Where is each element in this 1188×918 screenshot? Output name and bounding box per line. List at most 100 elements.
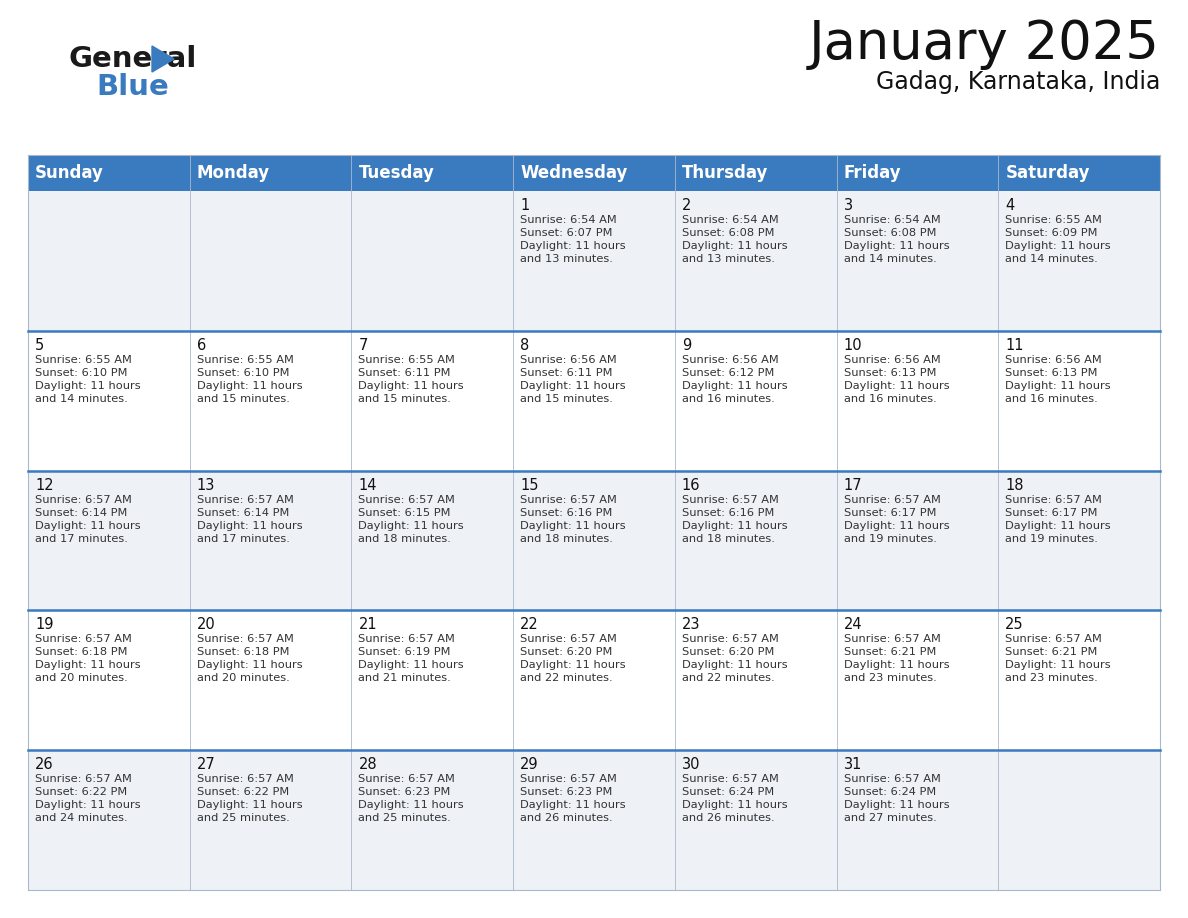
Text: Sunrise: 6:55 AM: Sunrise: 6:55 AM <box>1005 215 1102 225</box>
Text: Daylight: 11 hours: Daylight: 11 hours <box>197 381 302 391</box>
Text: Sunset: 6:23 PM: Sunset: 6:23 PM <box>359 788 450 797</box>
Text: Sunrise: 6:57 AM: Sunrise: 6:57 AM <box>197 495 293 505</box>
Bar <box>836 610 998 750</box>
Text: and 19 minutes.: and 19 minutes. <box>1005 533 1098 543</box>
Text: Sunrise: 6:57 AM: Sunrise: 6:57 AM <box>359 774 455 784</box>
Text: 27: 27 <box>197 757 215 772</box>
Text: Daylight: 11 hours: Daylight: 11 hours <box>34 381 140 391</box>
Bar <box>29 155 190 191</box>
Bar <box>29 610 190 750</box>
Bar <box>513 191 675 330</box>
Bar <box>836 191 998 330</box>
Text: and 25 minutes.: and 25 minutes. <box>359 813 451 823</box>
Text: and 14 minutes.: and 14 minutes. <box>34 394 128 404</box>
Text: Daylight: 11 hours: Daylight: 11 hours <box>1005 381 1111 391</box>
Text: Sunrise: 6:57 AM: Sunrise: 6:57 AM <box>843 634 941 644</box>
Bar <box>836 330 998 471</box>
Text: and 24 minutes.: and 24 minutes. <box>34 813 127 823</box>
Bar <box>190 471 352 610</box>
Text: and 14 minutes.: and 14 minutes. <box>1005 254 1098 264</box>
Text: 9: 9 <box>682 338 691 353</box>
Text: 4: 4 <box>1005 198 1015 213</box>
Text: Sunrise: 6:55 AM: Sunrise: 6:55 AM <box>359 354 455 364</box>
Text: Sunset: 6:10 PM: Sunset: 6:10 PM <box>197 368 289 378</box>
Text: and 22 minutes.: and 22 minutes. <box>520 674 613 683</box>
Bar <box>29 191 190 330</box>
Text: and 21 minutes.: and 21 minutes. <box>359 674 451 683</box>
Text: Gadag, Karnataka, India: Gadag, Karnataka, India <box>876 70 1159 94</box>
Text: Sunset: 6:16 PM: Sunset: 6:16 PM <box>682 508 775 518</box>
Text: and 18 minutes.: and 18 minutes. <box>520 533 613 543</box>
Text: Sunrise: 6:57 AM: Sunrise: 6:57 AM <box>520 495 617 505</box>
Text: Daylight: 11 hours: Daylight: 11 hours <box>843 241 949 251</box>
Text: Sunrise: 6:56 AM: Sunrise: 6:56 AM <box>520 354 617 364</box>
Text: Daylight: 11 hours: Daylight: 11 hours <box>359 800 465 811</box>
Text: Daylight: 11 hours: Daylight: 11 hours <box>682 521 788 531</box>
Bar <box>836 750 998 890</box>
Text: and 27 minutes.: and 27 minutes. <box>843 813 936 823</box>
Bar <box>190 610 352 750</box>
Text: Sunset: 6:20 PM: Sunset: 6:20 PM <box>520 647 613 657</box>
Text: Daylight: 11 hours: Daylight: 11 hours <box>520 660 626 670</box>
Text: 16: 16 <box>682 477 701 493</box>
Text: Daylight: 11 hours: Daylight: 11 hours <box>34 660 140 670</box>
Text: Daylight: 11 hours: Daylight: 11 hours <box>682 800 788 811</box>
Text: Daylight: 11 hours: Daylight: 11 hours <box>520 521 626 531</box>
Text: Daylight: 11 hours: Daylight: 11 hours <box>197 660 302 670</box>
Text: Sunrise: 6:57 AM: Sunrise: 6:57 AM <box>682 495 778 505</box>
Text: Sunrise: 6:57 AM: Sunrise: 6:57 AM <box>843 495 941 505</box>
Bar <box>352 191 513 330</box>
Bar <box>998 750 1159 890</box>
Bar <box>352 155 513 191</box>
Text: Sunday: Sunday <box>34 164 103 182</box>
Text: 10: 10 <box>843 338 862 353</box>
Text: Sunrise: 6:57 AM: Sunrise: 6:57 AM <box>34 774 132 784</box>
Bar <box>998 191 1159 330</box>
Text: Daylight: 11 hours: Daylight: 11 hours <box>843 381 949 391</box>
Bar <box>998 330 1159 471</box>
Text: and 18 minutes.: and 18 minutes. <box>682 533 775 543</box>
Text: and 20 minutes.: and 20 minutes. <box>197 674 290 683</box>
Text: 2: 2 <box>682 198 691 213</box>
Text: 6: 6 <box>197 338 206 353</box>
Text: 23: 23 <box>682 618 701 633</box>
Bar <box>29 471 190 610</box>
Text: 31: 31 <box>843 757 862 772</box>
Text: January 2025: January 2025 <box>809 18 1159 70</box>
Text: Daylight: 11 hours: Daylight: 11 hours <box>843 800 949 811</box>
Text: Sunrise: 6:57 AM: Sunrise: 6:57 AM <box>359 634 455 644</box>
Text: Sunset: 6:11 PM: Sunset: 6:11 PM <box>520 368 613 378</box>
Text: Sunset: 6:14 PM: Sunset: 6:14 PM <box>34 508 127 518</box>
Bar <box>29 750 190 890</box>
Bar <box>998 155 1159 191</box>
Text: and 18 minutes.: and 18 minutes. <box>359 533 451 543</box>
Text: Sunrise: 6:56 AM: Sunrise: 6:56 AM <box>682 354 778 364</box>
Text: 8: 8 <box>520 338 530 353</box>
Bar <box>190 191 352 330</box>
Text: Sunset: 6:08 PM: Sunset: 6:08 PM <box>843 228 936 238</box>
Bar <box>675 330 836 471</box>
Text: Sunset: 6:23 PM: Sunset: 6:23 PM <box>520 788 613 797</box>
Text: 5: 5 <box>34 338 44 353</box>
Text: and 19 minutes.: and 19 minutes. <box>843 533 936 543</box>
Text: and 15 minutes.: and 15 minutes. <box>197 394 290 404</box>
Text: Daylight: 11 hours: Daylight: 11 hours <box>359 521 465 531</box>
Text: Sunrise: 6:55 AM: Sunrise: 6:55 AM <box>34 354 132 364</box>
Text: Sunrise: 6:55 AM: Sunrise: 6:55 AM <box>197 354 293 364</box>
Text: Tuesday: Tuesday <box>359 164 435 182</box>
Text: and 26 minutes.: and 26 minutes. <box>520 813 613 823</box>
Text: Sunrise: 6:57 AM: Sunrise: 6:57 AM <box>1005 495 1102 505</box>
Text: Sunset: 6:11 PM: Sunset: 6:11 PM <box>359 368 451 378</box>
Text: Daylight: 11 hours: Daylight: 11 hours <box>682 241 788 251</box>
Text: Daylight: 11 hours: Daylight: 11 hours <box>520 241 626 251</box>
Text: Sunrise: 6:56 AM: Sunrise: 6:56 AM <box>1005 354 1102 364</box>
Text: 7: 7 <box>359 338 368 353</box>
Bar <box>836 155 998 191</box>
Text: Daylight: 11 hours: Daylight: 11 hours <box>843 521 949 531</box>
Text: Daylight: 11 hours: Daylight: 11 hours <box>359 381 465 391</box>
Text: Daylight: 11 hours: Daylight: 11 hours <box>1005 241 1111 251</box>
Text: 1: 1 <box>520 198 530 213</box>
Text: Sunrise: 6:54 AM: Sunrise: 6:54 AM <box>682 215 778 225</box>
Text: 19: 19 <box>34 618 53 633</box>
Text: Sunset: 6:17 PM: Sunset: 6:17 PM <box>1005 508 1098 518</box>
